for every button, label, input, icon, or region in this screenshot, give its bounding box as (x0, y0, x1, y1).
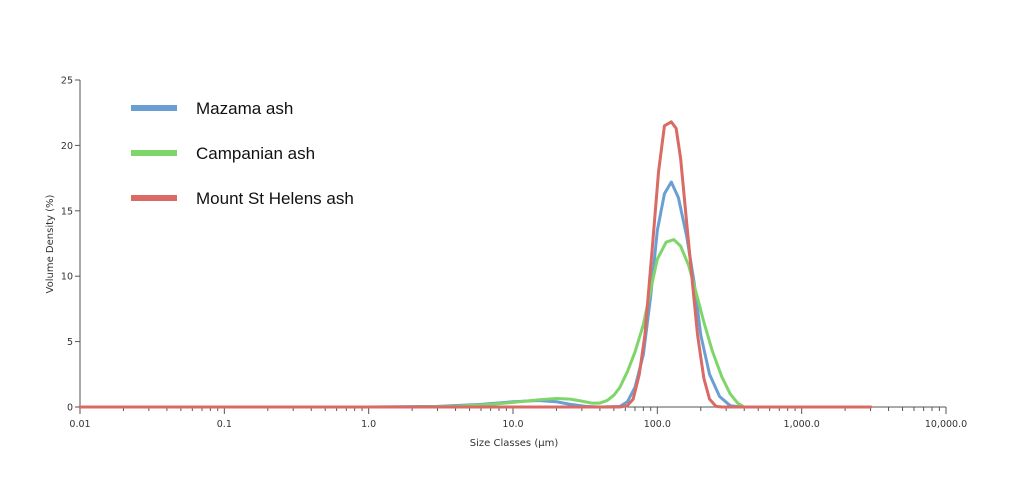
y-tick-label: 15 (61, 206, 73, 217)
y-axis-title: Volume Density (%) (45, 194, 56, 293)
x-axis: 0.01 0.1 1.0 10.0 100.0 1,000.0 10,000.0 (69, 406, 967, 430)
x-tick-label: 0.1 (217, 419, 232, 430)
y-tick-label: 10 (61, 272, 73, 283)
legend-label: Mazama ash (196, 99, 293, 118)
legend-label: Campanian ash (196, 144, 315, 163)
series-layer (78, 120, 873, 409)
y-axis: 0 5 10 15 20 25 (61, 76, 81, 414)
x-tick-label: 10,000.0 (925, 419, 967, 430)
y-tick-label: 5 (67, 337, 73, 348)
x-tick-label: 0.01 (69, 419, 90, 430)
series-line-mount-st-helens-ash (78, 120, 873, 409)
x-axis-title: Size Classes (μm) (470, 438, 559, 449)
x-tick-label: 1,000.0 (784, 419, 820, 430)
y-tick-label: 20 (61, 141, 73, 152)
legend-label: Mount St Helens ash (196, 189, 354, 208)
series-line-campanian-ash (78, 238, 873, 409)
x-tick-label: 1.0 (361, 419, 376, 430)
y-tick-label: 0 (67, 403, 73, 414)
x-tick-label: 10.0 (502, 419, 523, 430)
x-tick-label: 100.0 (644, 419, 671, 430)
legend: Mazama ash Campanian ash Mount St Helens a… (131, 99, 354, 208)
y-tick-label: 25 (61, 76, 73, 87)
series-line-mazama-ash (78, 180, 873, 409)
